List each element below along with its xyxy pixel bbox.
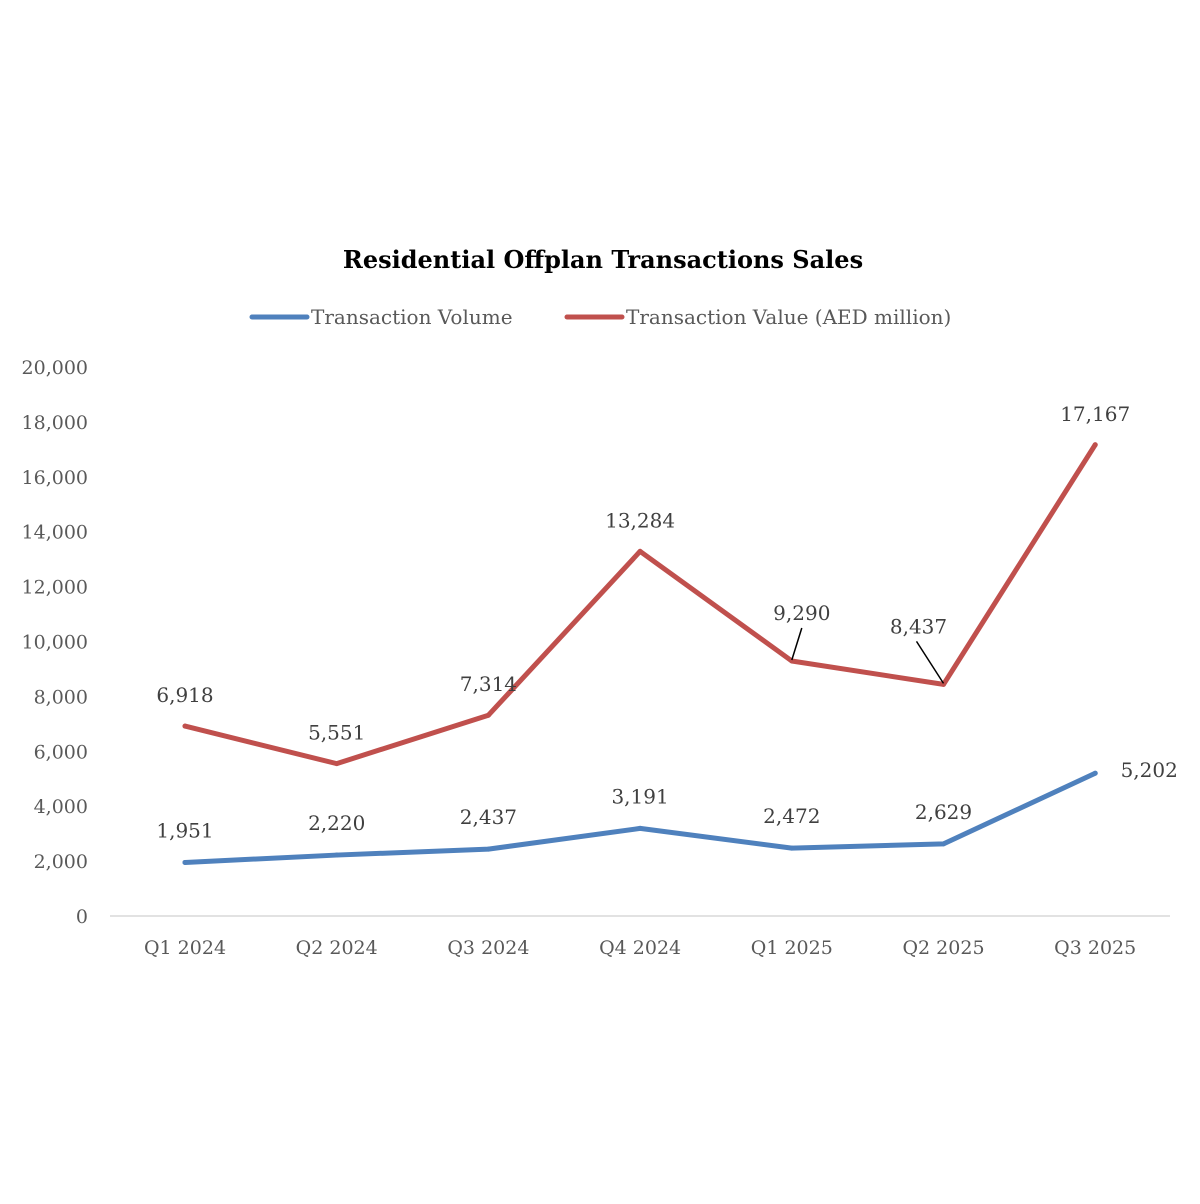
data-label: 7,314 — [460, 672, 517, 696]
y-tick-label: 14,000 — [22, 522, 88, 544]
x-tick-label: Q2 2024 — [296, 937, 378, 959]
data-label: 2,220 — [308, 811, 365, 835]
y-tick-label: 20,000 — [22, 357, 88, 379]
y-tick-label: 4,000 — [34, 796, 88, 818]
chart-title: Residential Offplan Transactions Sales — [343, 245, 863, 274]
y-tick-label: 10,000 — [22, 632, 88, 654]
data-label: 17,167 — [1060, 402, 1130, 426]
y-axis: 0 2,000 4,000 6,000 8,000 10,000 12,000 14,000 1… — [22, 357, 88, 928]
data-point — [485, 846, 491, 852]
data-point — [637, 548, 643, 554]
y-tick-label: 2,000 — [34, 851, 88, 873]
data-point — [637, 825, 643, 831]
data-point — [789, 658, 795, 664]
leader-line — [791, 627, 803, 661]
data-label: 3,191 — [611, 784, 668, 808]
data-point — [334, 852, 340, 858]
legend-label: Transaction Value (AED million) — [626, 305, 951, 329]
y-tick-label: 16,000 — [22, 467, 88, 489]
data-point — [1092, 770, 1098, 776]
legend: Transaction Volume Transaction Value (AED… — [249, 305, 951, 329]
data-point — [182, 859, 188, 865]
x-axis: Q1 2024 Q2 2024 Q3 2024 Q4 2024 Q1 2025 Q2 20… — [144, 937, 1136, 959]
data-label: 9,290 — [773, 601, 830, 625]
data-label: 5,551 — [308, 721, 365, 745]
data-point — [941, 841, 946, 847]
data-label: 2,472 — [763, 804, 820, 828]
data-point — [1092, 442, 1098, 448]
series-line-1 — [182, 442, 1098, 767]
data-label: 2,437 — [460, 805, 517, 829]
x-tick-label: Q2 2025 — [902, 937, 984, 959]
data-labels: 1,951 2,220 2,437 3,191 2,472 2,629 5,202 6,918… — [156, 402, 1177, 843]
y-tick-label: 18,000 — [22, 412, 88, 434]
x-tick-label: Q1 2024 — [144, 937, 226, 959]
y-tick-label: 8,000 — [34, 686, 88, 708]
data-label: 2,629 — [915, 800, 972, 824]
data-point — [789, 845, 795, 851]
data-label: 1,951 — [156, 818, 213, 842]
data-point — [941, 681, 946, 687]
y-tick-label: 6,000 — [34, 741, 88, 763]
y-tick-label: 12,000 — [22, 577, 88, 599]
x-tick-label: Q1 2025 — [751, 937, 833, 959]
data-label: 6,918 — [156, 683, 213, 707]
series-lines — [182, 442, 1098, 865]
legend-label: Transaction Volume — [311, 305, 513, 329]
leader-line — [915, 640, 945, 684]
data-label: 5,202 — [1121, 758, 1178, 782]
data-point — [485, 712, 491, 718]
data-point — [182, 723, 188, 729]
data-label: 8,437 — [890, 614, 947, 638]
x-tick-label: Q3 2025 — [1054, 937, 1136, 959]
x-tick-label: Q4 2024 — [599, 937, 681, 959]
data-label: 13,284 — [605, 508, 675, 532]
data-point — [334, 761, 340, 767]
y-tick-label: 0 — [76, 906, 88, 928]
x-tick-label: Q3 2024 — [447, 937, 529, 959]
